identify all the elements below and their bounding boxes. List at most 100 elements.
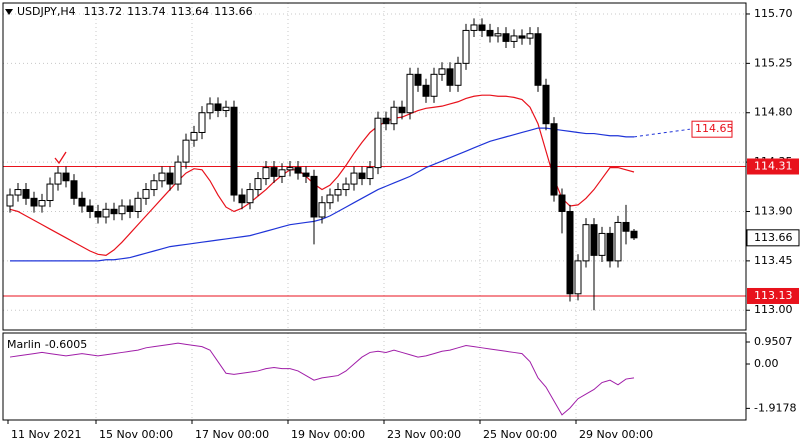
candle-body <box>422 84 430 97</box>
x-tick-label: 15 Nov 00:00 <box>99 428 173 441</box>
price-label-box <box>746 229 800 247</box>
candle-body <box>358 172 366 180</box>
candle-body <box>110 208 118 215</box>
indicator-name: Marlin <box>7 338 41 351</box>
chart-title: USDJPY,H4 113.72 113.74 113.64 113.66 <box>17 5 253 18</box>
candle-body <box>550 123 558 196</box>
candle-body <box>590 224 598 256</box>
candle-body <box>310 175 318 218</box>
candle-body <box>374 117 382 169</box>
x-tick-label: 29 Nov 00:00 <box>579 428 653 441</box>
candle-body <box>286 167 294 171</box>
candle-body <box>246 189 254 204</box>
candle-body <box>566 210 574 295</box>
menu-triangle[interactable] <box>5 9 13 15</box>
candle-body <box>454 62 462 86</box>
candle-body <box>558 194 566 212</box>
candle-body <box>30 197 38 207</box>
candle-body <box>470 24 478 31</box>
level-label-box <box>747 158 799 175</box>
candle-body <box>518 35 526 39</box>
candle-body <box>366 167 374 180</box>
candle-body <box>14 189 22 196</box>
candle-body <box>22 189 30 199</box>
x-tick-label: 23 Nov 00:00 <box>387 428 461 441</box>
candle-body <box>430 73 438 97</box>
candle-body <box>94 210 102 218</box>
projection-label-box <box>691 120 733 138</box>
level-label: 113.13 <box>754 289 793 302</box>
candle-body <box>86 205 94 212</box>
candle-body <box>46 183 54 202</box>
candle-body <box>126 205 134 212</box>
check-mark <box>54 151 67 165</box>
candle-body <box>294 167 302 174</box>
level-label-box <box>747 287 799 304</box>
candle-body <box>134 197 142 212</box>
candle-body <box>206 103 214 114</box>
candle-body <box>38 200 46 207</box>
candle-body <box>622 221 630 232</box>
indicator-line <box>9 342 635 416</box>
candle-body <box>414 73 422 86</box>
candle-body <box>334 189 342 196</box>
indicator-y-tick-label: -1.9178 <box>754 401 796 414</box>
candle-body <box>158 172 166 182</box>
y-tick-label: 113.45 <box>754 254 793 267</box>
candle-body <box>438 68 446 75</box>
candle-body <box>54 172 62 185</box>
candle-body <box>166 172 174 185</box>
candle-body <box>574 260 582 295</box>
candle-body <box>302 172 310 177</box>
candle-body <box>142 189 150 199</box>
indicator-y-tick-label: 0.00 <box>754 357 779 370</box>
candle-body <box>350 172 358 185</box>
candle-body <box>262 167 270 180</box>
candle-body <box>542 84 550 125</box>
x-tick-label: 25 Nov 00:00 <box>483 428 557 441</box>
candle-body <box>278 169 286 177</box>
candle-body <box>254 178 262 191</box>
candle-body <box>230 106 238 196</box>
indicator-y-tick-label: 0.9507 <box>754 335 793 348</box>
candle-body <box>502 33 510 42</box>
candle-body <box>174 161 182 185</box>
level-label: 114.31 <box>754 160 793 173</box>
candle-body <box>398 106 406 114</box>
y-tick-label: 115.70 <box>754 7 793 20</box>
candle-body <box>486 29 494 37</box>
candle-body <box>326 194 334 204</box>
plot-area: 114.65 <box>3 18 746 416</box>
last-open: 113.72 <box>84 5 123 18</box>
candle-body <box>534 33 542 86</box>
candle-body <box>102 208 110 218</box>
candle-body <box>342 183 350 191</box>
candle-body <box>70 180 78 199</box>
candle-body <box>190 131 198 141</box>
candle-body <box>382 117 390 125</box>
projection-label: 114.65 <box>695 122 734 135</box>
candle-body <box>494 33 502 37</box>
candle-body <box>214 103 222 112</box>
candle-body <box>62 172 70 182</box>
y-tick-label: 114.80 <box>754 106 793 119</box>
candle-body <box>150 180 158 191</box>
candle-body <box>318 202 326 218</box>
main-pane-frame <box>2 2 747 331</box>
candle-body <box>630 230 638 239</box>
candle-body <box>446 68 454 86</box>
candle-body <box>582 224 590 262</box>
candle-body <box>118 205 126 215</box>
candle-body <box>598 232 606 256</box>
last-close: 113.66 <box>214 5 253 18</box>
y-tick-label: 113.00 <box>754 303 793 316</box>
candle-body <box>222 106 230 112</box>
candle-body <box>182 139 190 163</box>
candle-body <box>390 106 398 125</box>
candle-body <box>462 29 470 64</box>
candle-body <box>198 112 206 133</box>
candle-body <box>78 197 86 207</box>
candle-body <box>510 35 518 42</box>
candle-body <box>406 73 414 114</box>
